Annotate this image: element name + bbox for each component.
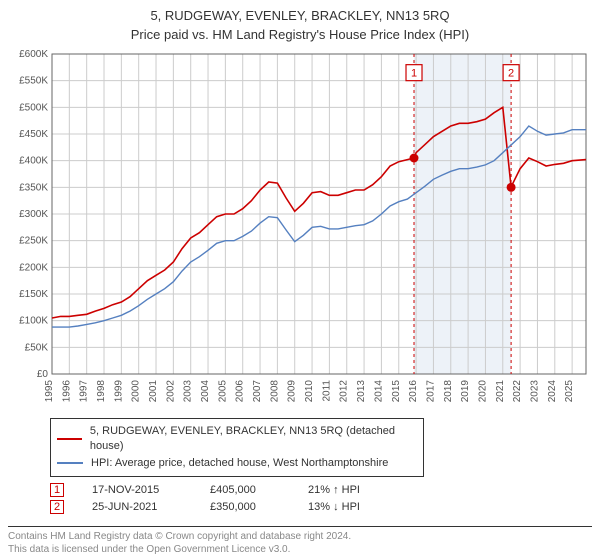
- x-tick-label: 2003: [183, 380, 194, 403]
- marker-row-2: 2 25-JUN-2021 £350,000 13% ↓ HPI: [50, 500, 592, 514]
- marker-badge-1: 1: [50, 483, 64, 497]
- x-tick-label: 2008: [269, 380, 280, 403]
- x-tick-label: 2018: [443, 380, 454, 403]
- footer-attribution: Contains HM Land Registry data © Crown c…: [8, 526, 592, 556]
- x-tick-label: 2016: [408, 380, 419, 403]
- chart-subtitle: Price paid vs. HM Land Registry's House …: [8, 27, 592, 42]
- legend-box: 5, RUDGEWAY, EVENLEY, BRACKLEY, NN13 5RQ…: [50, 418, 424, 477]
- y-tick-label: £350K: [19, 182, 48, 193]
- chart-plot-area: £0 £50K £100K £150K £200K £250K £300K £350K £400…: [8, 48, 592, 410]
- x-tick-label: 2020: [477, 380, 488, 403]
- marker-label-text: 1: [411, 68, 417, 80]
- x-tick-label: 2013: [356, 380, 367, 403]
- y-tick-label: £550K: [19, 76, 48, 87]
- x-tick-label: 2001: [148, 380, 159, 403]
- x-tick-label: 2022: [512, 380, 523, 403]
- chart-title-address: 5, RUDGEWAY, EVENLEY, BRACKLEY, NN13 5RQ: [8, 8, 592, 23]
- x-tick-label: 2011: [321, 380, 332, 402]
- x-tick-label: 2009: [287, 380, 298, 403]
- x-tick-label: 2010: [304, 380, 315, 403]
- y-tick-label: £100K: [19, 316, 48, 327]
- y-tick-label: £200K: [19, 262, 48, 273]
- x-tick-label: 2017: [425, 380, 436, 403]
- marker-date-2: 25-JUN-2021: [92, 501, 182, 513]
- footer-line-1: Contains HM Land Registry data © Crown c…: [8, 530, 592, 543]
- marker-dot: [410, 154, 419, 163]
- legend-swatch-1: [57, 438, 82, 440]
- legend-item-1: 5, RUDGEWAY, EVENLEY, BRACKLEY, NN13 5RQ…: [57, 424, 417, 455]
- marker-details-table: 1 17-NOV-2015 £405,000 21% ↑ HPI 2 25-JU…: [50, 483, 592, 514]
- x-tick-label: 2004: [200, 380, 211, 403]
- y-tick-label: £250K: [19, 236, 48, 247]
- x-tick-label: 2014: [373, 380, 384, 403]
- marker-delta-2: 13% ↓ HPI: [308, 501, 360, 513]
- x-tick-label: 2012: [339, 380, 350, 403]
- x-tick-label: 1997: [79, 380, 90, 403]
- marker-price-1: £405,000: [210, 484, 280, 496]
- x-tick-label: 1999: [113, 380, 124, 403]
- y-tick-label: £50K: [25, 342, 49, 353]
- legend-label-2: HPI: Average price, detached house, West…: [91, 456, 388, 471]
- y-tick-label: £400K: [19, 156, 48, 167]
- legend-swatch-2: [57, 462, 83, 464]
- y-tick-label: £450K: [19, 129, 48, 140]
- chart-container: 5, RUDGEWAY, EVENLEY, BRACKLEY, NN13 5RQ…: [0, 0, 600, 560]
- y-tick-label: £500K: [19, 102, 48, 113]
- x-tick-label: 2002: [165, 380, 176, 403]
- y-tick-label: £300K: [19, 209, 48, 220]
- marker-delta-1: 21% ↑ HPI: [308, 484, 360, 496]
- x-tick-label: 2007: [252, 380, 263, 403]
- x-tick-label: 2019: [460, 380, 471, 403]
- x-tick-label: 2005: [217, 380, 228, 403]
- marker-dot: [507, 183, 516, 192]
- marker-row-1: 1 17-NOV-2015 £405,000 21% ↑ HPI: [50, 483, 592, 497]
- x-tick-label: 2015: [391, 380, 402, 403]
- x-tick-label: 2000: [131, 380, 142, 403]
- legend-label-1: 5, RUDGEWAY, EVENLEY, BRACKLEY, NN13 5RQ…: [90, 424, 417, 455]
- legend-item-2: HPI: Average price, detached house, West…: [57, 456, 417, 471]
- marker-label-text: 2: [508, 68, 514, 80]
- x-tick-label: 2025: [564, 380, 575, 403]
- marker-badge-2: 2: [50, 500, 64, 514]
- x-tick-label: 2021: [495, 380, 506, 403]
- x-tick-label: 1996: [61, 380, 72, 403]
- marker-price-2: £350,000: [210, 501, 280, 513]
- footer-line-2: This data is licensed under the Open Gov…: [8, 543, 592, 556]
- marker-date-1: 17-NOV-2015: [92, 484, 182, 496]
- x-tick-label: 1995: [44, 380, 55, 403]
- y-tick-label: £150K: [19, 289, 48, 300]
- x-tick-label: 2006: [235, 380, 246, 403]
- line-chart-svg: £0 £50K £100K £150K £200K £250K £300K £350K £400…: [8, 48, 592, 410]
- x-tick-label: 1998: [96, 380, 107, 403]
- y-tick-label: £600K: [19, 49, 48, 60]
- x-tick-label: 2023: [529, 380, 540, 403]
- x-tick-label: 2024: [547, 380, 558, 403]
- y-tick-label: £0: [37, 369, 49, 380]
